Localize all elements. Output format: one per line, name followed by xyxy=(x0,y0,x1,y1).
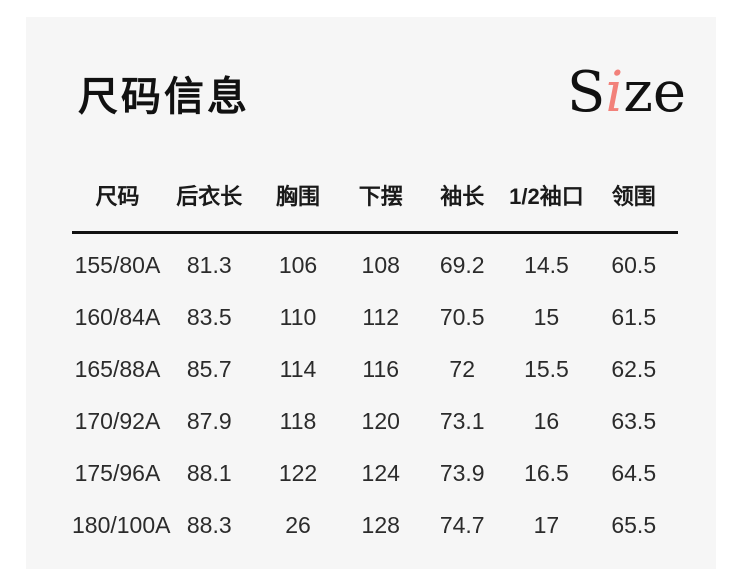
column-header-half-cuff: 1/2袖口 xyxy=(503,160,590,234)
size-table: 尺码 后衣长 胸围 下摆 袖长 1/2袖口 领围 155/80A 81.3 10… xyxy=(72,160,678,551)
column-header-back-length: 后衣长 xyxy=(162,160,256,234)
table-cell: 110 xyxy=(279,303,317,330)
table-row: 165/88A 85.7 114 116 72 15.5 62.5 xyxy=(72,343,678,395)
table-cell: 16 xyxy=(533,407,560,434)
table-cell: 62.5 xyxy=(611,355,657,382)
table-cell: 108 xyxy=(361,251,400,278)
table-row: 160/84A 83.5 110 112 70.5 15 61.5 xyxy=(72,291,678,343)
column-header-hem: 下摆 xyxy=(340,160,422,234)
column-header-size: 尺码 xyxy=(72,160,163,234)
table-cell: 16.5 xyxy=(524,459,569,486)
table-cell: 88.3 xyxy=(186,511,232,538)
table-cell: 64.5 xyxy=(611,459,657,486)
table-cell: 106 xyxy=(278,251,318,278)
table-cell: 116 xyxy=(362,355,400,382)
size-wordmark-pre: S xyxy=(567,60,606,125)
table-cell: 81.3 xyxy=(186,251,232,278)
table-cell: 73.1 xyxy=(439,407,485,434)
table-cell: 72 xyxy=(449,355,476,382)
table-row: 175/96A 88.1 122 124 73.9 16.5 64.5 xyxy=(72,447,678,499)
table-cell: 124 xyxy=(361,459,400,486)
table-cell: 87.9 xyxy=(186,407,232,434)
table-cell-size: 165/88A xyxy=(74,355,161,382)
table-cell-size: 155/80A xyxy=(74,251,161,278)
table-cell: 114 xyxy=(279,355,317,382)
table-row: 155/80A 81.3 106 108 69.2 14.5 60.5 xyxy=(72,239,678,291)
table-cell: 83.5 xyxy=(186,303,232,330)
table-row: 180/100A 88.3 26 128 74.7 17 65.5 xyxy=(72,499,678,551)
table-cell: 112 xyxy=(362,303,400,330)
table-cell: 14.5 xyxy=(524,251,569,278)
table-cell: 120 xyxy=(361,407,400,434)
size-wordmark: Size xyxy=(567,65,686,121)
table-cell: 15.5 xyxy=(524,355,569,382)
table-cell: 128 xyxy=(361,511,400,538)
table-cell-size: 170/92A xyxy=(74,407,161,434)
column-header-sleeve-length: 袖长 xyxy=(421,160,504,234)
size-info-card: 尺码信息 Size 尺码 后衣长 胸围 下摆 袖长 1/2袖口 领围 xyxy=(26,17,716,569)
size-wordmark-accent: i xyxy=(605,60,624,125)
column-header-collar: 领围 xyxy=(589,160,678,234)
table-cell-size: 160/84A xyxy=(74,303,161,330)
table-header-row: 尺码 后衣长 胸围 下摆 袖长 1/2袖口 领围 xyxy=(72,160,678,234)
table-cell: 73.9 xyxy=(439,459,485,486)
table-cell-size: 175/96A xyxy=(74,459,161,486)
table-row: 170/92A 87.9 118 120 73.1 16 63.5 xyxy=(72,395,678,447)
size-wordmark-post: ze xyxy=(623,60,686,125)
table-cell: 65.5 xyxy=(611,511,657,538)
table-cell: 74.7 xyxy=(439,511,485,538)
table-cell: 70.5 xyxy=(439,303,485,330)
table-cell: 63.5 xyxy=(611,407,657,434)
table-cell: 88.1 xyxy=(186,459,232,486)
table-cell: 85.7 xyxy=(186,355,232,382)
page-title: 尺码信息 xyxy=(78,75,250,119)
table-cell-size: 180/100A xyxy=(72,511,171,538)
column-header-chest: 胸围 xyxy=(255,160,341,234)
table-cell: 26 xyxy=(285,511,311,538)
table-cell: 122 xyxy=(278,459,318,486)
table-cell: 61.5 xyxy=(611,303,657,330)
table-cell: 17 xyxy=(533,511,560,538)
table-cell: 60.5 xyxy=(611,251,657,278)
table-cell: 15 xyxy=(533,303,560,330)
table-cell: 69.2 xyxy=(439,251,485,278)
table-cell: 118 xyxy=(279,407,317,434)
